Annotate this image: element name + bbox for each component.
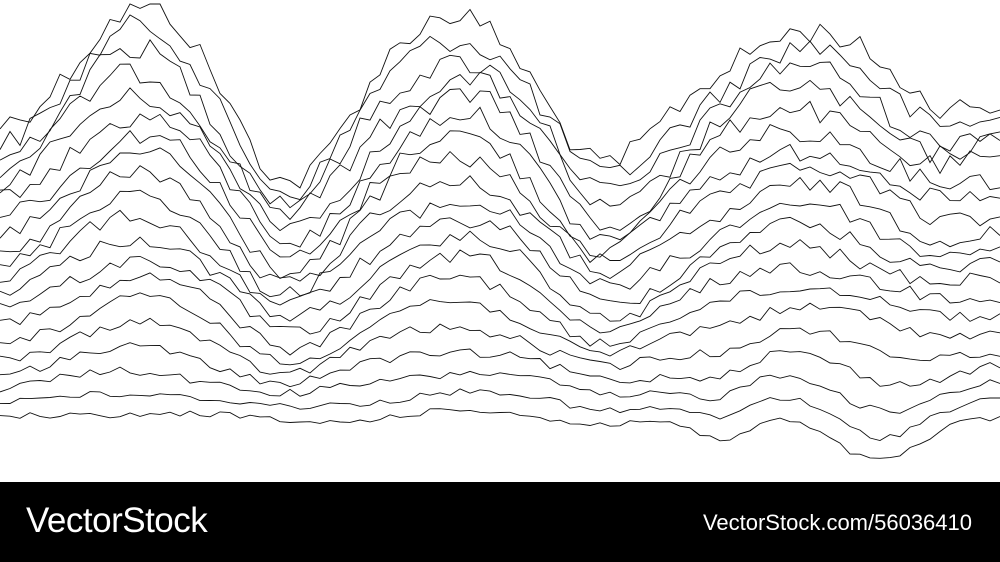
- wave-line: [0, 147, 1000, 280]
- wave-line: [0, 230, 1000, 322]
- wave-line: [0, 87, 1000, 232]
- image-id-text: VectorStock.com/56036410: [702, 510, 972, 535]
- wave-line: [0, 39, 1000, 209]
- wave-line: [0, 272, 1000, 356]
- wave-line: [0, 292, 1000, 366]
- wave-line: [0, 14, 1000, 201]
- wave-line: [0, 342, 1000, 388]
- wave-line: [0, 165, 1000, 282]
- wave-line: [0, 209, 1000, 306]
- wave-lines-artwork: [0, 3, 1000, 459]
- wave-lines-svg: [0, 3, 1000, 459]
- wave-line: [0, 3, 1000, 189]
- wave-line: [0, 106, 1000, 248]
- wave-line: [0, 366, 1000, 414]
- wave-line: [0, 249, 1000, 335]
- wave-line: [0, 388, 1000, 441]
- wave-line: [0, 408, 1000, 459]
- wave-line: [0, 317, 1000, 375]
- brand-logo-text: VectorStock: [26, 501, 208, 540]
- wave-line: [0, 189, 1000, 298]
- wave-line: [0, 63, 1000, 221]
- wave-line: [0, 130, 1000, 258]
- watermark-footer-bar: VectorStock VectorStock.com/56036410: [0, 482, 1000, 562]
